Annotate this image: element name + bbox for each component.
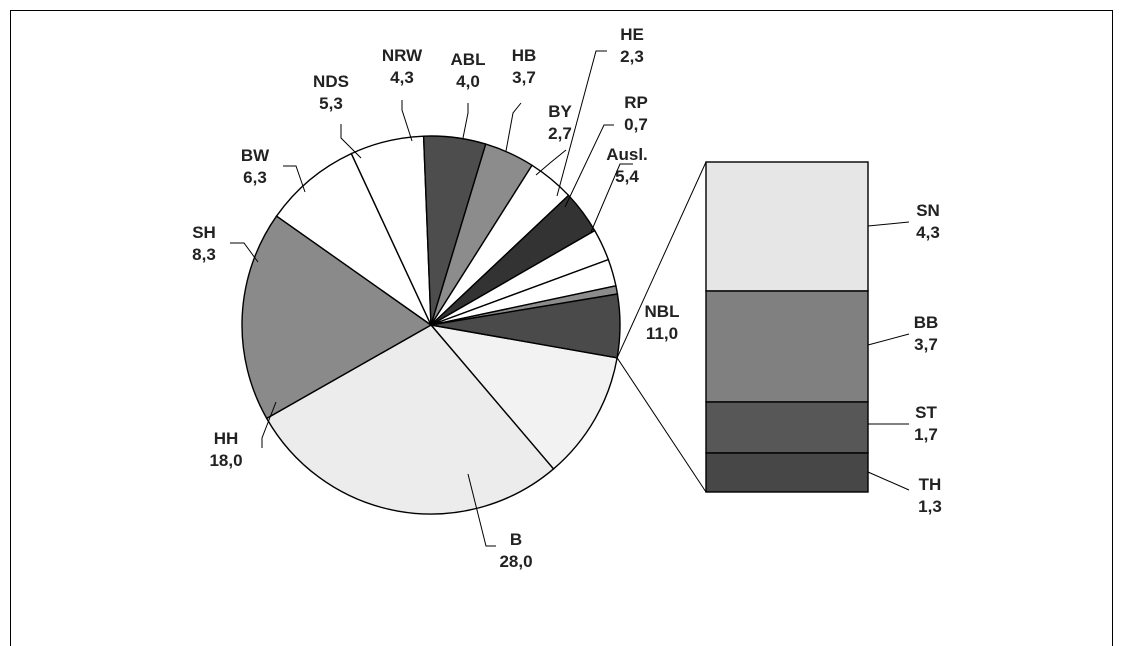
pie-chart: [241, 135, 621, 515]
bar-leader-bb: [867, 333, 910, 346]
bar-value-bb: 3,7: [914, 335, 938, 354]
pie-slice-b: [265, 324, 555, 515]
pie-label-sh: SH: [192, 223, 216, 242]
pie-label-hh: HH: [214, 429, 239, 448]
bar-leader-th: [867, 471, 910, 491]
pie-label-abl: ABL: [451, 50, 486, 69]
leader-line-abl: [462, 103, 469, 139]
leader-line-hh: [261, 401, 277, 448]
connector-top: [616, 161, 707, 359]
bar-label-th: TH: [919, 475, 942, 494]
leader-line-rp: [564, 124, 614, 208]
pie-value-bw: 6,3: [243, 168, 267, 187]
bar-segment-sn: [705, 161, 869, 292]
pie-value-b: 28,0: [499, 552, 532, 571]
bar-segment-st: [705, 401, 869, 454]
bar-value-sn: 4,3: [916, 223, 940, 242]
breakdown-bar: [705, 161, 869, 493]
pie-value-he: 2,3: [620, 47, 644, 66]
pie-label-he: HE: [620, 25, 644, 44]
pie-label-nrw: NRW: [382, 46, 423, 65]
pie-label-bw: BW: [241, 146, 270, 165]
pie-label-rp: RP: [624, 93, 648, 112]
leader-line-by: [535, 149, 567, 176]
pie-value-nrw: 4,3: [390, 68, 414, 87]
leader-line-nds: [340, 124, 362, 159]
pie-label-hb: HB: [512, 46, 537, 65]
bar-segment-bb: [705, 290, 869, 403]
pie-value-by: 2,7: [548, 124, 572, 143]
leader-line-nrw: [401, 100, 413, 142]
pie-label-by: BY: [548, 102, 572, 121]
bar-value-st: 1,7: [914, 425, 938, 444]
pie-value-hb: 3,7: [512, 68, 536, 87]
bar-label-st: ST: [915, 403, 937, 422]
leader-line-hb: [505, 102, 522, 152]
pie-label-b: B: [510, 530, 522, 549]
data-labels: NBL 11,0 B 28,0 HH 18,0 SH 8,3 BW 6,3 NDS 5,3 NRW 4,3…: [192, 25, 942, 571]
bar-label-bb: BB: [914, 313, 939, 332]
leader-line-bw: [283, 165, 306, 193]
pie-value-ausl: 5,4: [615, 167, 639, 186]
pie-slice-nbl: [429, 323, 618, 470]
pie-value-rp: 0,7: [624, 115, 648, 134]
pie-value-nds: 5,3: [319, 94, 343, 113]
pie-label-ausl: Ausl.: [606, 145, 648, 164]
bar-value-th: 1,3: [918, 497, 942, 516]
pie-value-nbl: 11,0: [646, 324, 678, 343]
pie-value-abl: 4,0: [456, 72, 480, 91]
bar-segment-th: [705, 452, 869, 493]
leader-line-he: [556, 50, 607, 197]
leader-line-ausl: [590, 163, 633, 233]
chart-frame: [10, 10, 1113, 646]
pie-value-sh: 8,3: [192, 245, 216, 264]
leader-line-b: [467, 473, 496, 547]
leader-line-sh: [230, 242, 259, 263]
pie-slice-sh: [275, 152, 433, 328]
pie-slice-hh: [241, 215, 433, 420]
connector-bottom: [616, 357, 707, 493]
bar-label-sn: SN: [916, 201, 940, 220]
bar-leader-sn: [867, 221, 910, 227]
pie-label-nbl: NBL: [645, 302, 680, 321]
pie-value-hh: 18,0: [209, 451, 242, 470]
pie-label-nds: NDS: [313, 72, 349, 91]
pie-bar-connectors: [616, 161, 707, 493]
